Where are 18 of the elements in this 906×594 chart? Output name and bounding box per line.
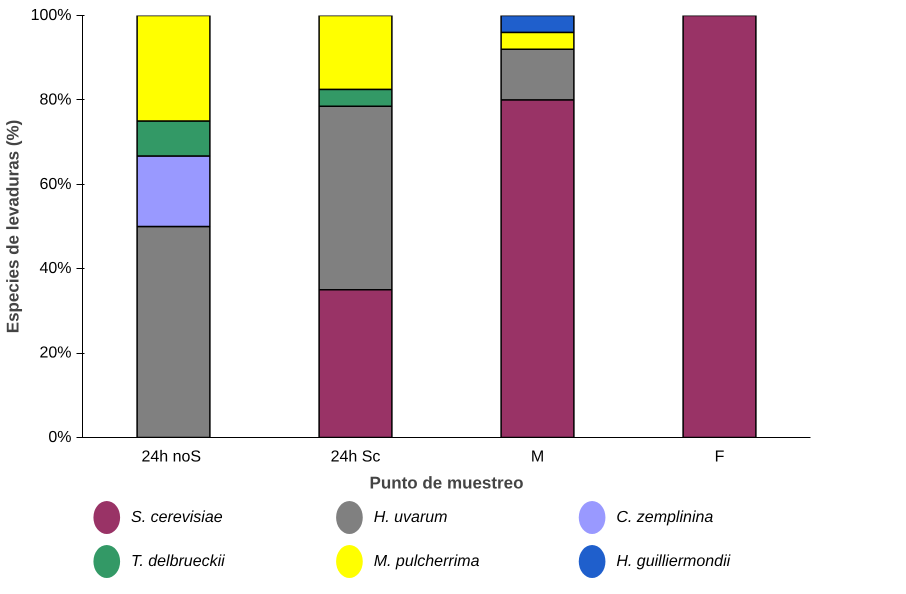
legend-label: C. zemplinina	[616, 509, 714, 526]
y-tick-label: 40%	[39, 260, 72, 278]
y-tick-label: 0%	[48, 429, 72, 446]
legend-label: S. cerevisiae	[131, 509, 223, 526]
x-tick-label: 24h noS	[141, 448, 202, 466]
legend-label: M. pulcherrima	[374, 553, 480, 570]
y-tick-label: 100%	[30, 7, 72, 24]
x-axis-title: Punto de muestreo	[370, 474, 524, 492]
legend-label: H. uvarum	[374, 509, 448, 526]
y-tick-label: 80%	[39, 91, 72, 108]
x-tick-label: 24h Sc	[330, 448, 380, 466]
y-tick-label: 20%	[39, 344, 72, 362]
x-tick-label: M	[530, 448, 544, 466]
legend-label: T. delbrueckii	[131, 553, 226, 570]
y-axis-title: Especies de levaduras (%)	[4, 120, 23, 334]
x-tick-label: F	[714, 448, 725, 466]
legend-label: H. guilliermondii	[616, 553, 731, 570]
y-tick-label: 60%	[39, 176, 72, 193]
